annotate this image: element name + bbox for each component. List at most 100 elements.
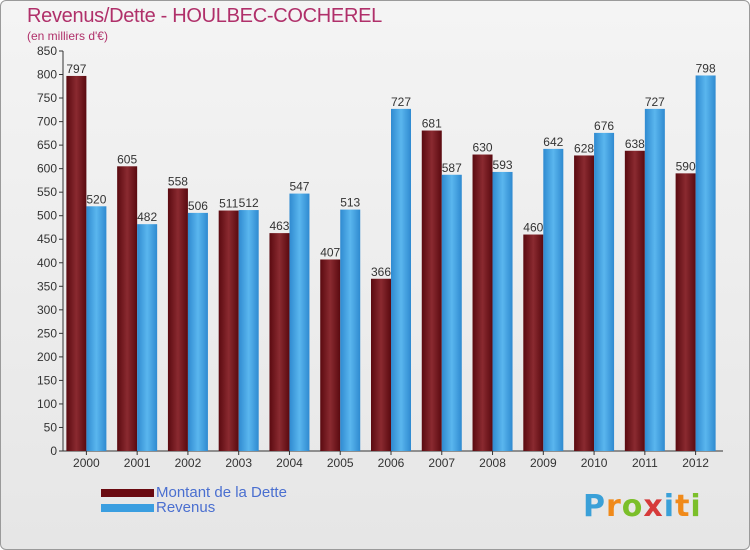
bar-dette <box>675 173 696 451</box>
bar-revenus <box>391 108 411 451</box>
y-tick-label: 650 <box>37 138 57 152</box>
data-label-dette: 628 <box>574 141 594 155</box>
x-tick-label: 2009 <box>530 456 557 470</box>
proxiti-logo: Proxiti <box>583 489 702 524</box>
bar-dette <box>574 155 595 451</box>
bar-revenus <box>340 209 361 451</box>
data-label-revenus: 642 <box>543 135 563 149</box>
bar-revenus <box>695 75 716 452</box>
data-label-revenus: 587 <box>442 161 462 175</box>
data-label-revenus: 798 <box>696 61 716 75</box>
bar-dette <box>269 233 290 451</box>
bar-dette <box>66 75 87 452</box>
bar-revenus <box>289 193 310 451</box>
data-label-revenus: 506 <box>188 199 208 213</box>
x-tick-label: 2011 <box>632 456 658 470</box>
logo-letter: o <box>621 489 644 524</box>
data-label-revenus: 593 <box>493 158 513 172</box>
logo-letter: i <box>663 489 676 524</box>
data-label-dette: 605 <box>117 152 137 166</box>
bar-dette <box>472 154 493 451</box>
bar-revenus <box>594 132 615 451</box>
data-label-dette: 590 <box>676 159 696 173</box>
x-tick-label: 2005 <box>327 456 354 470</box>
x-tick-label: 2012 <box>682 456 709 470</box>
data-label-revenus: 520 <box>86 192 106 206</box>
bar-dette <box>167 188 188 452</box>
y-tick-label: 250 <box>37 326 57 340</box>
bar-revenus <box>441 174 462 451</box>
data-label-revenus: 512 <box>239 196 259 210</box>
bar-dette <box>523 234 544 451</box>
y-tick-label: 450 <box>37 232 57 246</box>
x-tick-label: 2001 <box>124 456 151 470</box>
data-label-dette: 511 <box>219 197 238 211</box>
data-label-revenus: 547 <box>289 180 309 194</box>
y-tick-label: 800 <box>37 68 57 82</box>
legend: Montant de la Dette Revenus <box>101 483 287 515</box>
x-tick-label: 2007 <box>428 456 455 470</box>
legend-item-debt: Montant de la Dette <box>101 483 287 501</box>
data-label-revenus: 513 <box>340 196 360 210</box>
data-label-dette: 366 <box>371 265 391 279</box>
bar-dette <box>117 166 138 451</box>
data-label-dette: 407 <box>320 245 340 259</box>
data-label-dette: 460 <box>523 221 543 235</box>
y-tick-label: 850 <box>37 44 57 58</box>
bar-revenus <box>86 206 107 451</box>
bar-dette <box>624 150 645 451</box>
y-tick-label: 500 <box>37 209 57 223</box>
y-tick-label: 50 <box>44 420 58 434</box>
bar-dette <box>371 278 391 451</box>
logo-letter: t <box>675 489 691 524</box>
legend-item-revenus: Revenus <box>101 499 287 515</box>
bar-revenus <box>137 224 158 451</box>
data-label-revenus: 482 <box>137 210 157 224</box>
x-tick-label: 2003 <box>225 456 252 470</box>
bar-revenus <box>187 212 208 451</box>
data-label-dette: 558 <box>168 174 188 188</box>
logo-letter: P <box>583 489 606 524</box>
bar-dette <box>320 259 341 451</box>
data-label-dette: 630 <box>473 141 493 155</box>
y-tick-label: 600 <box>37 162 57 176</box>
legend-swatch-debt <box>101 488 154 497</box>
bar-revenus <box>543 148 564 451</box>
logo-letter: x <box>643 489 664 524</box>
legend-label-debt: Montant de la Dette <box>156 483 287 501</box>
x-tick-label: 2008 <box>479 456 506 470</box>
legend-swatch-revenus <box>101 503 154 512</box>
y-tick-label: 100 <box>37 397 57 411</box>
logo-letter: i <box>690 489 702 524</box>
y-tick-label: 0 <box>50 444 57 458</box>
x-tick-label: 2004 <box>276 456 303 470</box>
y-tick-label: 300 <box>37 303 57 317</box>
data-label-dette: 638 <box>625 137 645 151</box>
y-tick-label: 400 <box>37 256 57 270</box>
y-tick-label: 150 <box>37 373 57 387</box>
y-tick-label: 550 <box>37 185 57 199</box>
y-tick-label: 200 <box>37 350 57 364</box>
x-tick-label: 2000 <box>73 456 100 470</box>
chart-title: Revenus/Dette - HOULBEC-COCHEREL <box>27 5 382 27</box>
bar-revenus <box>492 171 513 452</box>
x-tick-label: 2006 <box>378 456 405 470</box>
bar-revenus <box>238 210 259 451</box>
x-tick-label: 2010 <box>581 456 608 470</box>
x-tick-label: 2002 <box>175 456 202 470</box>
data-label-dette: 797 <box>66 62 86 76</box>
logo-letter: r <box>606 489 622 524</box>
y-tick-label: 700 <box>37 115 57 129</box>
bar-dette <box>218 210 239 451</box>
data-label-revenus: 727 <box>391 95 411 109</box>
y-tick-label: 350 <box>37 279 57 293</box>
data-label-revenus: 676 <box>594 119 614 133</box>
data-label-revenus: 727 <box>645 95 665 109</box>
bar-dette <box>421 130 442 451</box>
y-tick-label: 750 <box>37 91 57 105</box>
bar-revenus <box>644 108 665 451</box>
data-label-dette: 463 <box>269 219 289 233</box>
data-label-dette: 681 <box>422 117 442 131</box>
